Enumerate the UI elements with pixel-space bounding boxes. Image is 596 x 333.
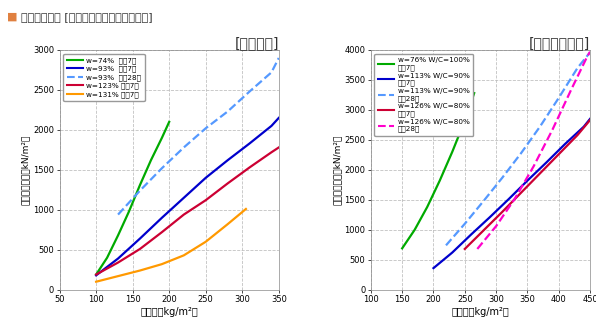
- X-axis label: 添加量（kg/m²）: 添加量（kg/m²）: [140, 307, 198, 317]
- Text: ■: ■: [7, 12, 18, 22]
- Legend: w=76% W/C=100%
材阦7日, w=113% W/C=90%
材阦7日, w=113% W/C=90%
材院28日, w=126% W/C=80%
材: w=76% W/C=100% 材阦7日, w=113% W/C=90% 材阦7日…: [374, 54, 473, 136]
- Text: 一軸圧縮強さ [火山灰賫粘性土（ローム）]: 一軸圧縮強さ [火山灰賫粘性土（ローム）]: [21, 12, 153, 22]
- Y-axis label: 一軸圧縮強さ（kN/m²）: 一軸圧縮強さ（kN/m²）: [333, 135, 342, 205]
- Legend: w=74%  材阦7日, w=93%  材阦7日, w=93%  材院28日, w=123% 材阦7日, w=131% 材阦7日: w=74% 材阦7日, w=93% 材阦7日, w=93% 材院28日, w=1…: [63, 54, 145, 101]
- Text: [粉体添加]: [粉体添加]: [234, 36, 279, 50]
- X-axis label: 添加量（kg/m²）: 添加量（kg/m²）: [452, 307, 510, 317]
- Y-axis label: 一軸圧縮強さ（kN/m²）: 一軸圧縮強さ（kN/m²）: [21, 135, 30, 205]
- Text: [スラリー添加]: [スラリー添加]: [529, 36, 590, 50]
